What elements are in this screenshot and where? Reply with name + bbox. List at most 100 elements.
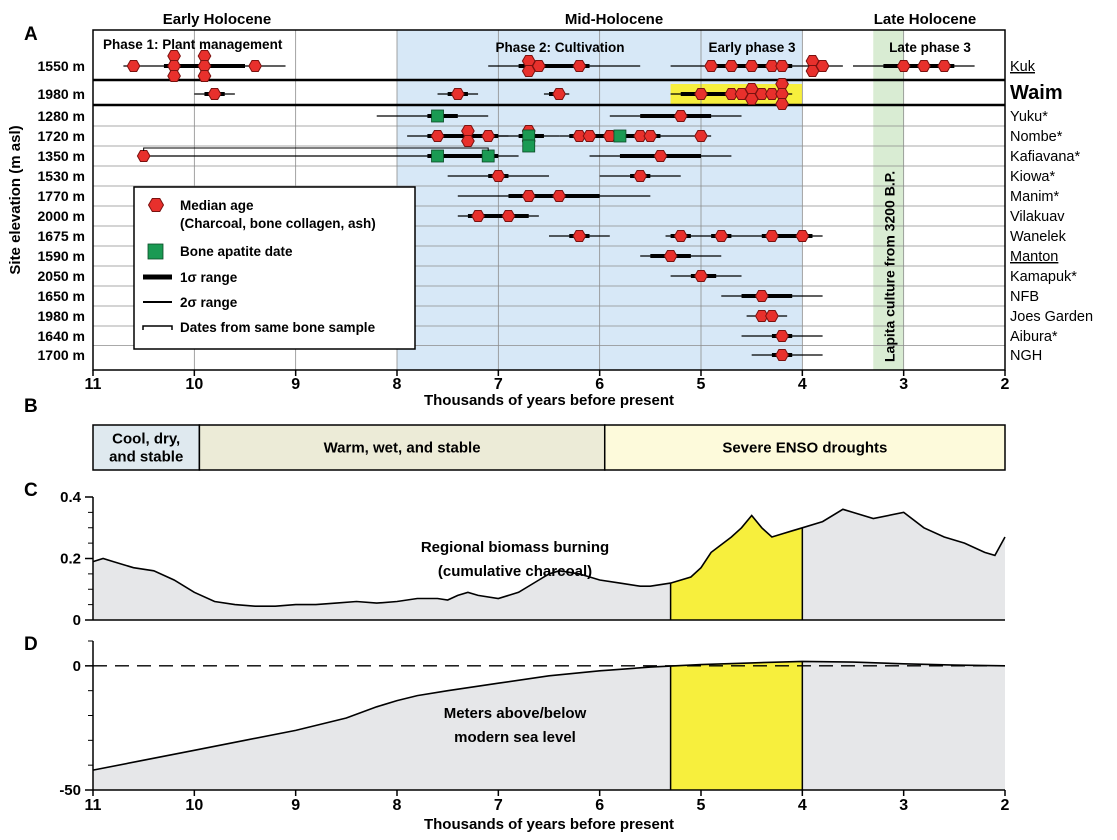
median-age-marker bbox=[754, 310, 769, 322]
row-elevation-label: 1720 m bbox=[38, 128, 85, 144]
median-age-marker bbox=[633, 130, 648, 142]
median-age-marker bbox=[248, 60, 262, 72]
median-age-marker bbox=[582, 130, 597, 142]
panel-a-ylabel: Site elevation (m asl) bbox=[7, 125, 24, 274]
period-label-1: Mid-Holocene bbox=[565, 11, 663, 28]
row-elevation-label: 2050 m bbox=[38, 268, 85, 284]
climate-segment-label: Warm, wet, and stable bbox=[324, 440, 481, 457]
panel-d-x-tick-label: 10 bbox=[185, 797, 203, 814]
median-age-marker bbox=[673, 230, 688, 242]
row-site-label: Manim* bbox=[1010, 189, 1060, 205]
median-age-marker bbox=[653, 150, 668, 162]
panel-d-x-tick-label: 7 bbox=[494, 797, 503, 814]
bone-apatite-marker bbox=[431, 109, 444, 123]
panel-c-highlight bbox=[670, 509, 803, 620]
median-age-marker bbox=[917, 60, 931, 72]
x-tick-label: 4 bbox=[798, 376, 807, 393]
row-site-label: Waim bbox=[1010, 82, 1063, 104]
row-site-label: Kuk bbox=[1010, 59, 1036, 75]
panel-d-x-tick-label: 11 bbox=[85, 797, 102, 814]
panel-letter-c: C bbox=[24, 480, 38, 501]
legend-apatite-label: Bone apatite date bbox=[180, 244, 293, 259]
legend-median-icon bbox=[147, 198, 165, 212]
median-age-marker bbox=[754, 290, 769, 302]
x-tick-label: 11 bbox=[85, 376, 102, 393]
x-tick-label: 6 bbox=[595, 376, 604, 393]
legend-apatite-icon bbox=[147, 243, 164, 260]
row-site-label: Kafiavana* bbox=[1010, 149, 1080, 165]
bone-apatite-marker bbox=[522, 139, 536, 153]
x-tick-label: 7 bbox=[494, 376, 503, 393]
median-age-marker bbox=[694, 270, 708, 282]
panel-d-label: modern sea level bbox=[454, 729, 576, 746]
bone-apatite-marker bbox=[481, 149, 495, 163]
same-bone-bracket bbox=[143, 147, 489, 151]
legend-1sigma-label: 1σ range bbox=[180, 270, 238, 285]
panel-d-label: Meters above/below bbox=[444, 705, 587, 722]
legend-2sigma-label: 2σ range bbox=[180, 295, 238, 310]
median-age-marker bbox=[450, 88, 465, 100]
row-elevation-label: 1530 m bbox=[38, 168, 85, 184]
panel-b-climate-bar: Cool, dry,and stable Warm, wet, and stabl… bbox=[92, 424, 1006, 471]
panel-c-y-tick-label: 0.4 bbox=[60, 489, 82, 506]
panel-d-x-tick-label: 9 bbox=[291, 797, 300, 814]
row-elevation-label: 1675 m bbox=[38, 228, 85, 244]
row-site-label: Kiowa* bbox=[1010, 169, 1055, 185]
panel-d-area bbox=[93, 661, 1005, 790]
panel-a-legend: Median age (Charcoal, bone collagen, ash)… bbox=[133, 186, 416, 350]
row-elevation-label: 1980 m bbox=[38, 86, 85, 102]
panel-c-y-tick-label: 0 bbox=[73, 612, 81, 629]
median-age-marker bbox=[724, 88, 739, 100]
panel-d-sea-level-chart: -50 0 Meters above/below modern sea level 11… bbox=[59, 640, 1010, 833]
panel-d-y-tick-label: 0 bbox=[73, 658, 81, 675]
median-age-marker bbox=[461, 135, 475, 147]
bone-apatite-marker bbox=[613, 129, 627, 143]
period-label-0: Early Holocene bbox=[163, 11, 271, 28]
median-age-marker bbox=[167, 50, 181, 62]
panel-letter-a: A bbox=[24, 24, 38, 45]
legend-bracket-icon bbox=[142, 325, 173, 330]
median-age-marker bbox=[572, 130, 587, 142]
panel-c-curve bbox=[92, 508, 1006, 607]
median-age-marker bbox=[937, 60, 952, 72]
x-tick-label: 10 bbox=[185, 376, 203, 393]
panel-a-radiocarbon-chart: Early Holocene Mid-Holocene Late Holocene P… bbox=[7, 11, 1093, 409]
climate-segment-label: Cool, dry, bbox=[112, 431, 180, 448]
x-tick-label: 3 bbox=[899, 376, 908, 393]
median-age-marker bbox=[602, 130, 617, 142]
median-age-marker bbox=[461, 125, 475, 137]
lapita-shading bbox=[873, 30, 904, 370]
median-age-marker bbox=[775, 78, 789, 90]
median-age-marker bbox=[765, 60, 779, 72]
median-age-marker bbox=[552, 190, 566, 202]
median-age-marker bbox=[714, 230, 729, 242]
row-elevation-label: 1350 m bbox=[38, 148, 85, 164]
x-tick-label: 9 bbox=[291, 376, 300, 393]
panel-d-x-tick-label: 6 bbox=[595, 797, 604, 814]
phase-label-1: Phase 2: Cultivation bbox=[495, 40, 624, 55]
median-age-marker bbox=[572, 230, 587, 242]
climate-segment-0 bbox=[92, 424, 201, 471]
median-age-marker bbox=[197, 70, 212, 82]
panel-d-x-tick-label: 4 bbox=[798, 797, 807, 814]
climate-segment-label: and stable bbox=[109, 449, 183, 466]
row-elevation-label: 1650 m bbox=[38, 288, 85, 304]
median-age-marker bbox=[754, 88, 769, 100]
median-age-marker bbox=[167, 60, 181, 72]
panel-c-label: Regional biomass burning bbox=[421, 539, 609, 556]
climate-segment-label: Severe ENSO droughts bbox=[722, 440, 887, 457]
panel-letter-d: D bbox=[24, 634, 38, 655]
panel-c-biomass-burning-chart: 0 0.2 0.4 Regional biomass burning (cumulati… bbox=[60, 489, 1006, 629]
row-elevation-label: 1640 m bbox=[38, 328, 85, 344]
median-age-marker bbox=[694, 88, 708, 100]
median-age-marker bbox=[126, 60, 141, 72]
row-elevation-label: 1280 m bbox=[38, 108, 85, 124]
panel-d-curve bbox=[92, 660, 1006, 771]
median-age-marker bbox=[775, 349, 789, 361]
phase-label-0: Phase 1: Plant management bbox=[103, 37, 283, 52]
median-age-marker bbox=[197, 60, 212, 72]
median-age-marker bbox=[167, 70, 181, 82]
median-age-marker bbox=[775, 60, 789, 72]
x-tick-label: 8 bbox=[393, 376, 402, 393]
median-age-marker bbox=[501, 210, 516, 222]
